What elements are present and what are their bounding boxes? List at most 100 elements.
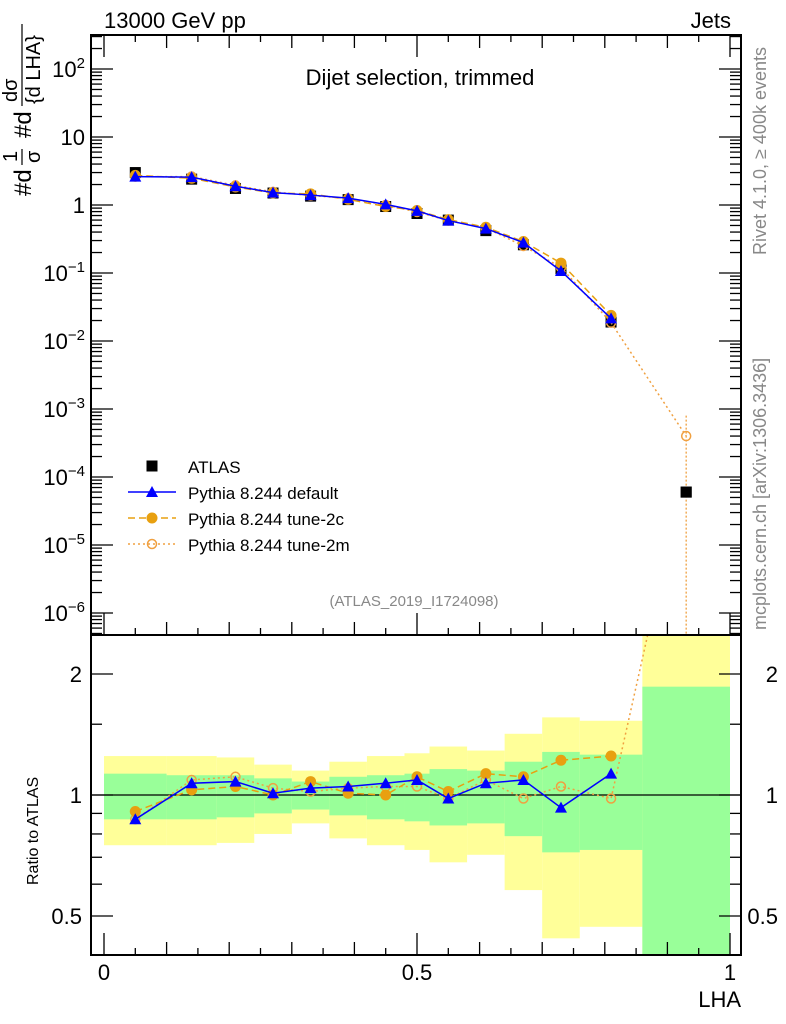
y-tick-label: 1 xyxy=(73,193,85,218)
analysis-id: (ATLAS_2019_I1724098) xyxy=(329,593,498,610)
legend-label: Pythia 8.244 default xyxy=(188,484,339,503)
main-plot-marks xyxy=(129,167,692,635)
ylabel-part: 1 xyxy=(0,151,22,162)
tune2c-marker xyxy=(380,789,392,801)
tick-base: 10 xyxy=(52,57,76,82)
default-line xyxy=(135,175,612,319)
default-marker xyxy=(442,214,455,226)
default-marker xyxy=(129,813,142,825)
tune2m-line xyxy=(135,175,687,437)
beam-label: 13000 GeV pp xyxy=(104,8,246,33)
default-marker xyxy=(554,801,567,813)
tune2c-marker xyxy=(480,768,492,780)
default-marker xyxy=(229,180,242,192)
tick-exponent: −5 xyxy=(68,531,85,548)
y-axis-label: #d 1 σ #d dσ {d LHA} xyxy=(0,24,45,196)
ylabel-part: #d xyxy=(10,111,37,138)
rivet-version-label: Rivet 4.1.0, ≥ 400k events xyxy=(750,47,770,255)
green-band-bin xyxy=(642,686,730,955)
default-marker xyxy=(267,787,280,799)
tick-base: 1 xyxy=(73,193,85,218)
tick-base: 10 xyxy=(43,533,67,558)
ratio-y-tick-label: 0.5 xyxy=(51,904,82,929)
default-marker xyxy=(517,236,530,248)
legend-label: Pythia 8.244 tune-2m xyxy=(188,536,350,555)
tick-base: 10 xyxy=(61,125,85,150)
tune2m-marker xyxy=(605,793,617,804)
x-axis-label: LHA xyxy=(698,987,741,1012)
default-marker xyxy=(379,777,392,789)
ratio-y-tick-label: 2 xyxy=(766,662,778,687)
tune2c-marker xyxy=(305,776,317,788)
x-tick-label: 1 xyxy=(724,960,736,985)
tune2c-line xyxy=(135,174,612,316)
default-marker xyxy=(129,170,142,182)
legend-label: ATLAS xyxy=(188,458,241,477)
atlas-marker xyxy=(680,486,692,498)
default-marker xyxy=(411,773,423,785)
y-tick-label: 10 xyxy=(61,125,85,150)
tune2m-marker xyxy=(555,781,567,792)
tick-exponent: 2 xyxy=(77,55,85,72)
mcplots-label: mcplots.cern.ch [arXiv:1306.3436] xyxy=(750,358,770,630)
x-tick-label: 0.5 xyxy=(402,960,433,985)
default-marker xyxy=(379,198,392,210)
tune2c-marker xyxy=(555,754,567,766)
default-marker xyxy=(229,775,242,787)
y-tick-label: 10−1 xyxy=(43,259,85,286)
default-marker xyxy=(267,186,280,198)
y-tick-label: 10−2 xyxy=(43,327,85,354)
atlas-marker xyxy=(146,460,158,472)
ratio-y-label: Ratio to ATLAS xyxy=(25,777,42,885)
tick-base: 10 xyxy=(43,601,67,626)
ratio-uncertainty-bands xyxy=(104,635,730,955)
ylabel-part: dσ xyxy=(0,78,22,102)
y-tick-label: 10−4 xyxy=(43,463,85,490)
default-marker xyxy=(411,204,423,216)
default-marker xyxy=(185,777,198,789)
ylabel-part: σ xyxy=(23,150,45,163)
tune2c-marker xyxy=(555,257,567,269)
tune2c-marker xyxy=(146,512,158,524)
process-label: Jets xyxy=(691,8,731,33)
tune2m-marker xyxy=(518,793,529,804)
default-marker xyxy=(342,780,355,792)
x-tick-label: 0 xyxy=(98,960,110,985)
ratio-y-tick-label: 0.5 xyxy=(747,904,778,929)
y-tick-label: 10−3 xyxy=(43,395,85,422)
tick-exponent: −1 xyxy=(68,259,85,276)
plot-title: Dijet selection, trimmed xyxy=(306,65,535,90)
tune2c-marker xyxy=(605,750,617,762)
tick-base: 10 xyxy=(43,261,67,286)
tick-exponent: −6 xyxy=(68,599,85,616)
ratio-y-tick-label: 1 xyxy=(70,783,82,808)
legend: ATLAS Pythia 8.244 default Pythia 8.244 tu… xyxy=(128,458,350,555)
tick-base: 10 xyxy=(43,465,67,490)
default-marker xyxy=(442,792,455,804)
tune2c-marker xyxy=(129,805,141,817)
ratio-y-tick-label: 2 xyxy=(70,662,82,687)
default-marker xyxy=(554,265,567,277)
default-marker xyxy=(304,189,317,201)
tick-base: 10 xyxy=(43,329,67,354)
y-tick-label: 10−5 xyxy=(43,531,85,558)
default-marker xyxy=(146,486,158,497)
default-marker xyxy=(342,192,355,204)
default-marker xyxy=(185,171,198,183)
ylabel-part: {d LHA} xyxy=(23,35,45,104)
default-marker xyxy=(517,773,530,785)
ratio-plot-marks xyxy=(129,635,649,825)
tune2m-marker xyxy=(680,430,692,442)
tune2m-marker xyxy=(146,538,158,550)
default-marker xyxy=(479,777,492,789)
tune2c-marker xyxy=(442,786,454,798)
default-marker xyxy=(304,782,317,794)
ylabel-part: #d xyxy=(10,169,37,196)
y-tick-label: 102 xyxy=(52,55,85,82)
tick-exponent: −4 xyxy=(68,463,85,480)
tick-base: 10 xyxy=(43,397,67,422)
default-marker xyxy=(605,312,618,324)
tick-exponent: −2 xyxy=(68,327,85,344)
